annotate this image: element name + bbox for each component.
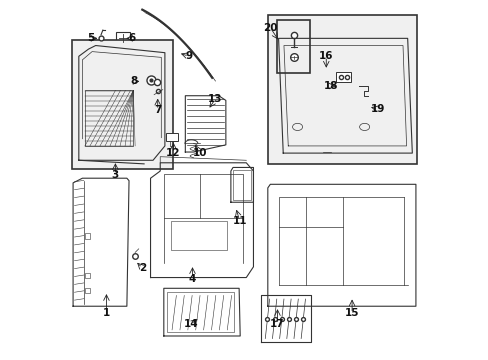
Text: 19: 19 [370,104,385,114]
Text: 9: 9 [185,51,192,61]
Text: 3: 3 [112,170,119,180]
Text: 1: 1 [102,308,110,318]
Text: 16: 16 [318,51,333,61]
Bar [267,15,416,164]
Text: 7: 7 [154,105,161,115]
Bar [233,170,250,200]
Bar [84,273,90,278]
Bar [335,72,350,82]
Text: 11: 11 [232,216,246,226]
Text: 4: 4 [188,274,196,284]
Bar [84,233,90,239]
Bar [171,221,226,250]
Text: 14: 14 [184,319,198,329]
Text: 2: 2 [139,263,145,273]
Text: 6: 6 [128,33,135,43]
Bar [84,288,90,293]
Bar [167,292,233,332]
Bar [116,32,129,45]
Bar [277,20,310,73]
Text: 5: 5 [87,33,95,43]
Bar [166,134,178,141]
Text: 20: 20 [263,23,277,33]
Text: 10: 10 [192,148,206,158]
Text: 15: 15 [344,309,359,318]
Text: 17: 17 [270,319,284,329]
Text: 8: 8 [130,76,138,86]
Text: 18: 18 [324,81,338,91]
Text: 12: 12 [166,148,181,158]
Bar [72,40,172,169]
Bar [85,90,133,146]
Text: 13: 13 [207,94,222,104]
